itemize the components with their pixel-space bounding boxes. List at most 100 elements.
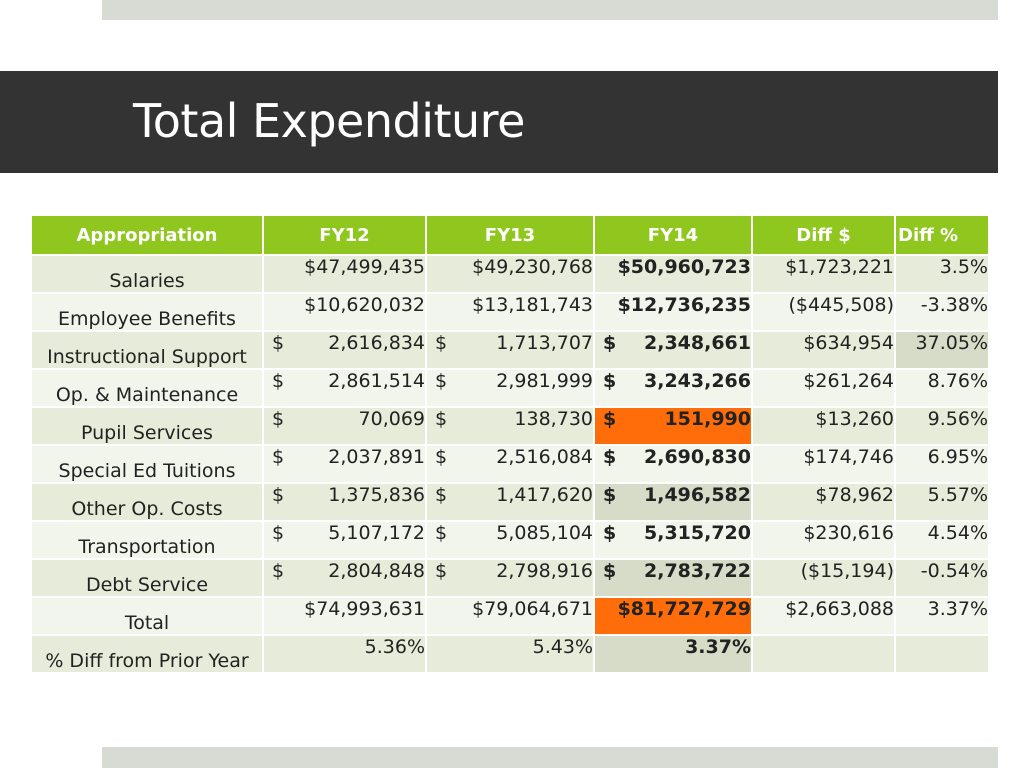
fy13-cell: $5,085,104 bbox=[425, 520, 595, 560]
currency-symbol: $ bbox=[435, 560, 448, 582]
currency-symbol: $ bbox=[272, 522, 285, 544]
cell-value: 1,375,836 bbox=[328, 484, 425, 506]
header-fy13: FY13 bbox=[425, 214, 595, 256]
table-row: Salaries $47,499,435 $49,230,768 $50,960… bbox=[30, 254, 990, 294]
diff-dollar-cell bbox=[751, 634, 896, 674]
cell-value: 5,085,104 bbox=[496, 522, 593, 544]
prior-year-row: % Diff from Prior Year 5.36% 5.43% 3.37% bbox=[30, 634, 990, 674]
cell-value: 1,713,707 bbox=[496, 332, 593, 354]
diff-dollar-cell: $261,264 bbox=[751, 368, 896, 408]
currency-symbol: $ bbox=[272, 332, 285, 354]
fy12-cell: $47,499,435 bbox=[262, 254, 427, 294]
row-label: Total bbox=[30, 596, 264, 636]
diff-percent-cell: 5.57% bbox=[894, 482, 990, 522]
fy14-cell: $3,243,266 bbox=[593, 368, 753, 408]
fy12-cell: $2,861,514 bbox=[262, 368, 427, 408]
diff-dollar-cell: $13,260 bbox=[751, 406, 896, 446]
currency-symbol: $ bbox=[272, 408, 285, 430]
row-label: Other Op. Costs bbox=[30, 482, 264, 522]
fy14-cell: $2,783,722 bbox=[593, 558, 753, 598]
diff-percent-cell: -0.54% bbox=[894, 558, 990, 598]
fy12-cell: $74,993,631 bbox=[262, 596, 427, 636]
fy14-cell: $1,496,582 bbox=[593, 482, 753, 522]
currency-symbol: $ bbox=[272, 560, 285, 582]
cell-value: 2,861,514 bbox=[328, 370, 425, 392]
cell-value: 2,798,916 bbox=[496, 560, 593, 582]
fy13-cell: $138,730 bbox=[425, 406, 595, 446]
fy12-cell: $2,616,834 bbox=[262, 330, 427, 370]
currency-symbol: $ bbox=[272, 370, 285, 392]
diff-dollar-cell: $634,954 bbox=[751, 330, 896, 370]
cell-value: 1,496,582 bbox=[644, 484, 751, 506]
fy13-cell: 5.43% bbox=[425, 634, 595, 674]
fy12-cell: $2,037,891 bbox=[262, 444, 427, 484]
table-row: Op. & Maintenance $2,861,514 $2,981,999 … bbox=[30, 368, 990, 408]
header-diff-percent: Diff % bbox=[894, 214, 990, 256]
currency-symbol: $ bbox=[603, 560, 617, 582]
row-label: Transportation bbox=[30, 520, 264, 560]
fy14-cell: 3.37% bbox=[593, 634, 753, 674]
cell-value: 2,348,661 bbox=[644, 332, 751, 354]
row-label: Op. & Maintenance bbox=[30, 368, 264, 408]
diff-dollar-cell: $230,616 bbox=[751, 520, 896, 560]
table-row: Pupil Services $70,069 $138,730 $151,990… bbox=[30, 406, 990, 446]
currency-symbol: $ bbox=[435, 446, 448, 468]
cell-value: 70,069 bbox=[358, 408, 425, 430]
table-row: Special Ed Tuitions $2,037,891 $2,516,08… bbox=[30, 444, 990, 484]
currency-symbol: $ bbox=[603, 370, 617, 392]
fy14-cell: $12,736,235 bbox=[593, 292, 753, 332]
row-label: % Diff from Prior Year bbox=[30, 634, 264, 674]
diff-dollar-cell: $78,962 bbox=[751, 482, 896, 522]
fy13-cell: $49,230,768 bbox=[425, 254, 595, 294]
fy13-cell: $2,798,916 bbox=[425, 558, 595, 598]
fy13-cell: $1,417,620 bbox=[425, 482, 595, 522]
header-diff-dollar: Diff $ bbox=[751, 214, 896, 256]
cell-value: 138,730 bbox=[514, 408, 593, 430]
fy14-cell: $50,960,723 bbox=[593, 254, 753, 294]
cell-value: 2,783,722 bbox=[644, 560, 751, 582]
diff-percent-cell: -3.38% bbox=[894, 292, 990, 332]
currency-symbol: $ bbox=[603, 484, 617, 506]
diff-percent-cell: 3.37% bbox=[894, 596, 990, 636]
total-row: Total $74,993,631 $79,064,671 $81,727,72… bbox=[30, 596, 990, 636]
fy13-cell: $2,981,999 bbox=[425, 368, 595, 408]
currency-symbol: $ bbox=[603, 332, 617, 354]
currency-symbol: $ bbox=[435, 370, 448, 392]
row-label: Special Ed Tuitions bbox=[30, 444, 264, 484]
diff-percent-cell: 6.95% bbox=[894, 444, 990, 484]
table-row: Debt Service $2,804,848 $2,798,916 $2,78… bbox=[30, 558, 990, 598]
fy12-cell: $2,804,848 bbox=[262, 558, 427, 598]
row-label: Salaries bbox=[30, 254, 264, 294]
cell-value: 2,690,830 bbox=[644, 446, 751, 468]
cell-value: 2,981,999 bbox=[496, 370, 593, 392]
diff-percent-cell: 37.05% bbox=[894, 330, 990, 370]
fy14-cell: $5,315,720 bbox=[593, 520, 753, 560]
table-row: Instructional Support $2,616,834 $1,713,… bbox=[30, 330, 990, 370]
page-title: Total Expenditure bbox=[133, 94, 525, 148]
diff-dollar-cell: $2,663,088 bbox=[751, 596, 896, 636]
diff-percent-cell bbox=[894, 634, 990, 674]
table-row: Employee Benefits $10,620,032 $13,181,74… bbox=[30, 292, 990, 332]
header-appropriation: Appropriation bbox=[30, 214, 264, 256]
currency-symbol: $ bbox=[603, 522, 617, 544]
diff-percent-cell: 8.76% bbox=[894, 368, 990, 408]
diff-dollar-cell: ($15,194) bbox=[751, 558, 896, 598]
fy13-cell: $13,181,743 bbox=[425, 292, 595, 332]
currency-symbol: $ bbox=[435, 484, 448, 506]
row-label: Pupil Services bbox=[30, 406, 264, 446]
header-row: Appropriation FY12 FY13 FY14 Diff $ Diff… bbox=[30, 214, 990, 256]
diff-percent-cell: 9.56% bbox=[894, 406, 990, 446]
row-label: Debt Service bbox=[30, 558, 264, 598]
cell-value: 151,990 bbox=[664, 408, 751, 430]
cell-value: 2,804,848 bbox=[328, 560, 425, 582]
header-fy12: FY12 bbox=[262, 214, 427, 256]
diff-dollar-cell: $1,723,221 bbox=[751, 254, 896, 294]
currency-symbol: $ bbox=[435, 408, 448, 430]
expenditure-table: Appropriation FY12 FY13 FY14 Diff $ Diff… bbox=[30, 214, 990, 674]
cell-value: 3,243,266 bbox=[644, 370, 751, 392]
fy13-cell: $1,713,707 bbox=[425, 330, 595, 370]
currency-symbol: $ bbox=[272, 484, 285, 506]
row-label: Instructional Support bbox=[30, 330, 264, 370]
cell-value: 2,516,084 bbox=[496, 446, 593, 468]
row-label: Employee Benefits bbox=[30, 292, 264, 332]
